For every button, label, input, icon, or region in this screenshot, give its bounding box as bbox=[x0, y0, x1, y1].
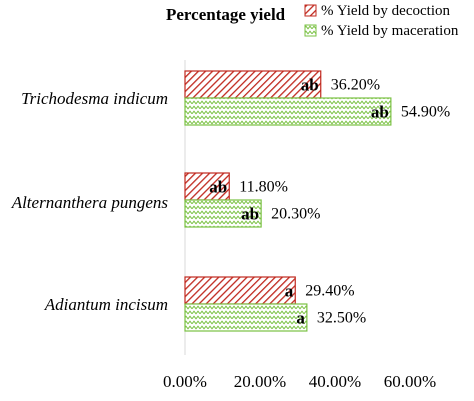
significance-letter: a bbox=[285, 282, 294, 301]
data-label-maceration: 20.30% bbox=[271, 206, 320, 223]
category-label: Alternanthera pungens bbox=[11, 193, 169, 212]
bar-maceration bbox=[184, 303, 308, 332]
legend-swatch-maceration bbox=[304, 24, 317, 37]
category-label: Trichodesma indicum bbox=[21, 89, 168, 108]
data-label-decoction: 36.20% bbox=[331, 77, 380, 94]
x-tick-label: 20.00% bbox=[234, 372, 286, 391]
legend-label-maceration: % Yield by maceration bbox=[321, 23, 459, 39]
data-label-decoction: 11.80% bbox=[239, 179, 288, 196]
bar-decoction bbox=[184, 276, 296, 305]
bar-maceration bbox=[184, 199, 262, 228]
plot-area: Trichodesma indicum ab 36.20% ab 54.90% Alter… bbox=[11, 60, 450, 355]
significance-letter: ab bbox=[371, 103, 389, 122]
significance-letter: ab bbox=[209, 178, 227, 197]
bar-decoction bbox=[184, 172, 230, 201]
data-label-maceration: 54.90% bbox=[401, 104, 450, 121]
category-label: Adiantum incisum bbox=[44, 295, 168, 314]
x-tick-label: 0.00% bbox=[163, 372, 207, 391]
x-tick-label: 60.00% bbox=[384, 372, 436, 391]
legend-swatch-decoction bbox=[304, 4, 317, 17]
legend: % Yield by decoction % Yield by macerati… bbox=[304, 3, 459, 39]
bar-maceration bbox=[184, 97, 392, 126]
legend-label-decoction: % Yield by decoction bbox=[321, 3, 450, 19]
chart-title: Percentage yield bbox=[166, 5, 286, 24]
x-tick-label: 40.00% bbox=[309, 372, 361, 391]
significance-letter: ab bbox=[301, 76, 319, 95]
significance-letter: a bbox=[296, 309, 305, 328]
data-label-maceration: 32.50% bbox=[317, 310, 366, 327]
data-label-decoction: 29.40% bbox=[305, 283, 354, 300]
significance-letter: ab bbox=[241, 205, 259, 224]
x-axis-tick-labels: 0.00% 20.00% 40.00% 60.00% bbox=[163, 372, 436, 391]
